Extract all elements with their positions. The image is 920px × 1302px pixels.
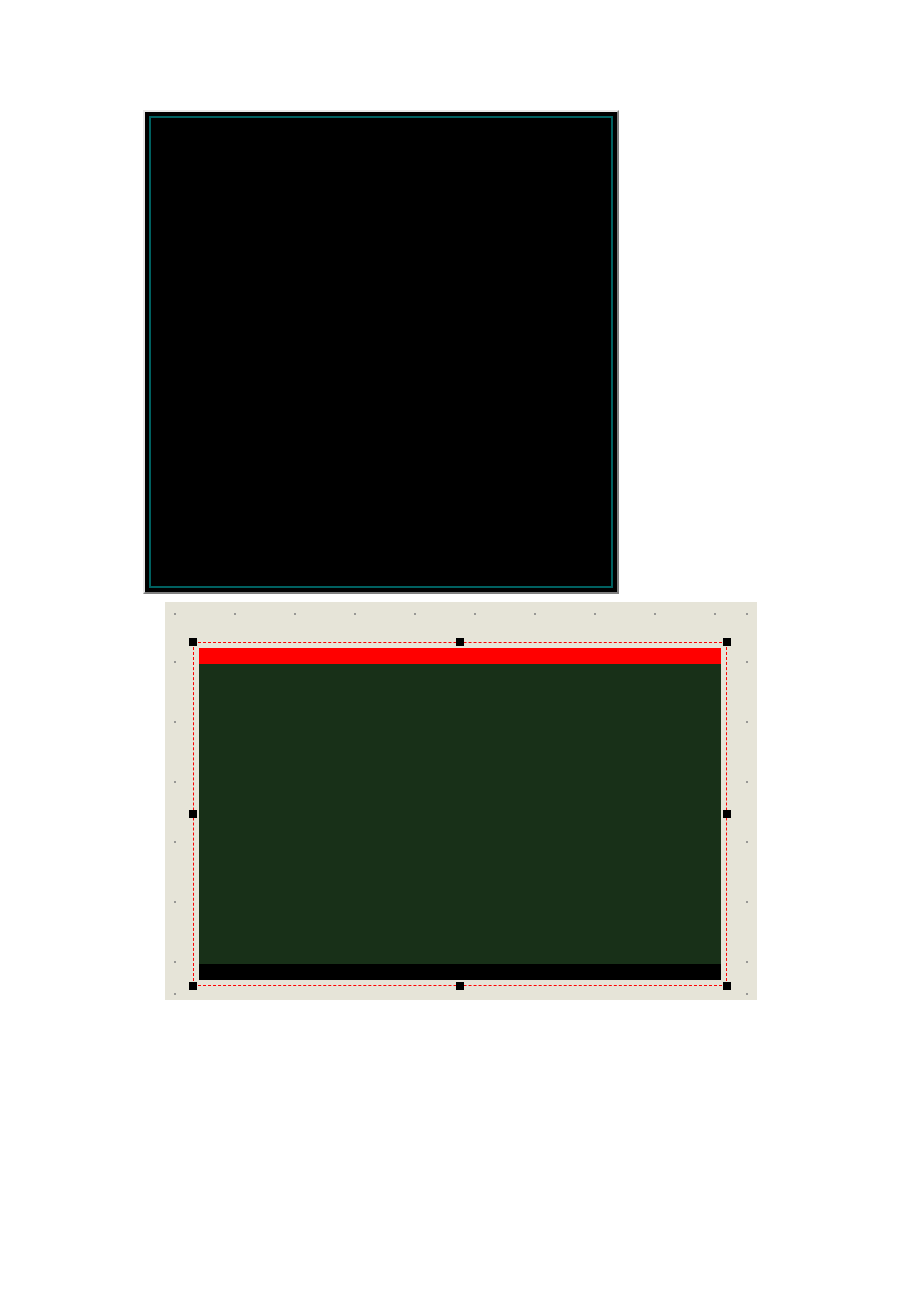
oscilloscope-frame (143, 110, 619, 594)
document-page (0, 0, 920, 1000)
freq-title (199, 648, 721, 664)
freq-plot-area (199, 664, 721, 964)
oscilloscope-inner (149, 116, 613, 588)
selection-handle[interactable] (723, 810, 731, 818)
selection-handle[interactable] (189, 638, 197, 646)
freq-plot-svg (199, 664, 721, 964)
freq-xaxis (199, 964, 721, 980)
oscilloscope-figure (143, 110, 619, 594)
selection-handle[interactable] (723, 982, 731, 990)
selection-handle[interactable] (723, 638, 731, 646)
selection-handle[interactable] (189, 810, 197, 818)
selection-handle[interactable] (456, 982, 464, 990)
freq-chart-frame (199, 648, 721, 980)
selection-handle[interactable] (189, 982, 197, 990)
freq-response-figure (165, 602, 757, 1000)
oscilloscope-plot (151, 118, 611, 586)
selection-handle[interactable] (456, 638, 464, 646)
